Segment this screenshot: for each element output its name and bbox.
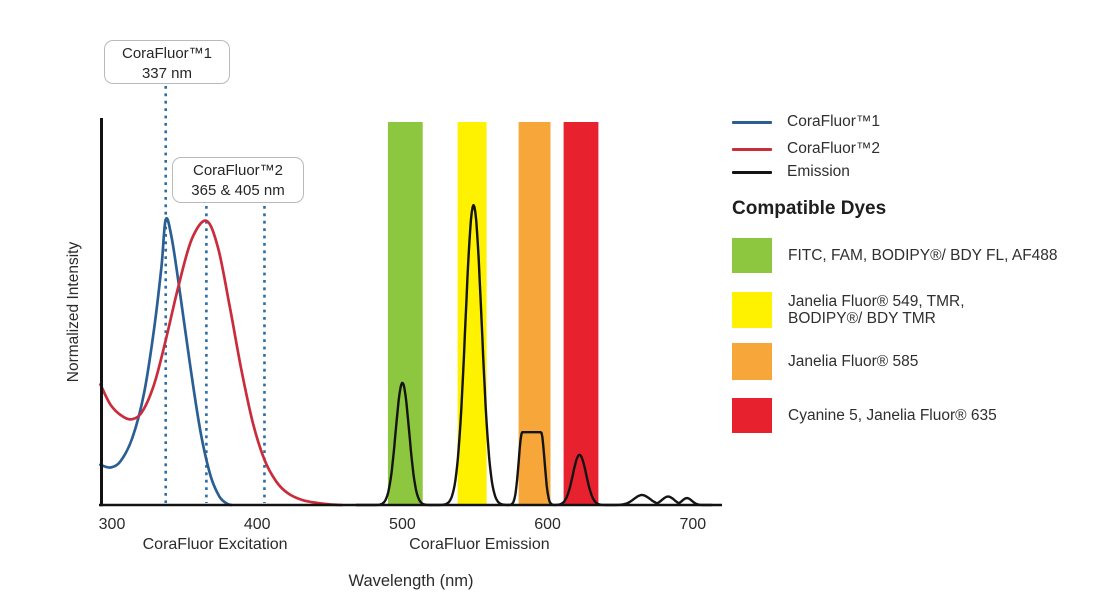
legend-line-swatch <box>732 170 772 174</box>
orange-filter-swatch <box>732 343 772 380</box>
dye-label: Cyanine 5, Janelia Fluor® 635 <box>788 406 997 424</box>
compatible-dyes-heading: Compatible Dyes <box>732 198 887 219</box>
legend-row-corafluor1: CoraFluor™1 <box>732 113 880 131</box>
callout-value: 337 nm <box>141 64 193 82</box>
callout-title: CoraFluor™1 <box>121 45 213 62</box>
callout-value: 365 & 405 nm <box>191 181 285 199</box>
excitation-curve-corafluor1 <box>99 217 233 507</box>
yellow-filter-swatch <box>732 292 772 328</box>
x-tick-label-300: 300 <box>99 516 126 533</box>
axis-section-label-excitation: CoraFluor Excitation <box>143 536 288 553</box>
legend-label: CoraFluor™1 <box>787 113 881 130</box>
legend-line-swatch <box>732 120 772 124</box>
red-filter-swatch <box>732 398 772 433</box>
x-tick-label-600: 600 <box>534 516 561 533</box>
y-axis-title: Normalized Intensity <box>65 242 82 383</box>
emission-curve <box>355 203 713 507</box>
dye-row-red: Cyanine 5, Janelia Fluor® 635 <box>732 398 997 433</box>
x-tick-label-400: 400 <box>244 516 271 533</box>
dye-row-green: FITC, FAM, BODIPY®/ BDY FL, AF488 <box>732 238 1058 273</box>
dye-label: Janelia Fluor® 549, TMR, BODIPY®/ BDY TM… <box>788 292 965 327</box>
filter-band-orange <box>518 122 551 504</box>
dye-row-yellow: Janelia Fluor® 549, TMR, BODIPY®/ BDY TM… <box>732 292 965 328</box>
dye-row-orange: Janelia Fluor® 585 <box>732 343 918 380</box>
legend-line-swatch <box>732 147 772 151</box>
callout-corafluor2-excitation-max: CoraFluor™2 365 & 405 nm <box>172 157 304 203</box>
x-tick-label-700: 700 <box>679 516 706 533</box>
dye-label: FITC, FAM, BODIPY®/ BDY FL, AF488 <box>788 246 1058 264</box>
legend-label: Emission <box>787 163 850 180</box>
callout-corafluor1-excitation-max: CoraFluor™1 337 nm <box>104 40 230 84</box>
filter-band-red <box>563 122 599 504</box>
dye-label: Janelia Fluor® 585 <box>788 352 919 370</box>
callout-title: CoraFluor™2 <box>192 162 284 179</box>
x-tick-label-500: 500 <box>389 516 416 533</box>
excitation-curve-corafluor2 <box>99 219 343 507</box>
legend-row-emission: Emission <box>732 163 850 181</box>
legend-row-corafluor2: CoraFluor™2 <box>732 140 880 158</box>
legend-label: CoraFluor™2 <box>787 140 881 157</box>
green-filter-swatch <box>732 238 772 273</box>
axis-section-label-emission: CoraFluor Emission <box>409 536 549 553</box>
x-axis-title: Wavelength (nm) <box>348 572 473 590</box>
